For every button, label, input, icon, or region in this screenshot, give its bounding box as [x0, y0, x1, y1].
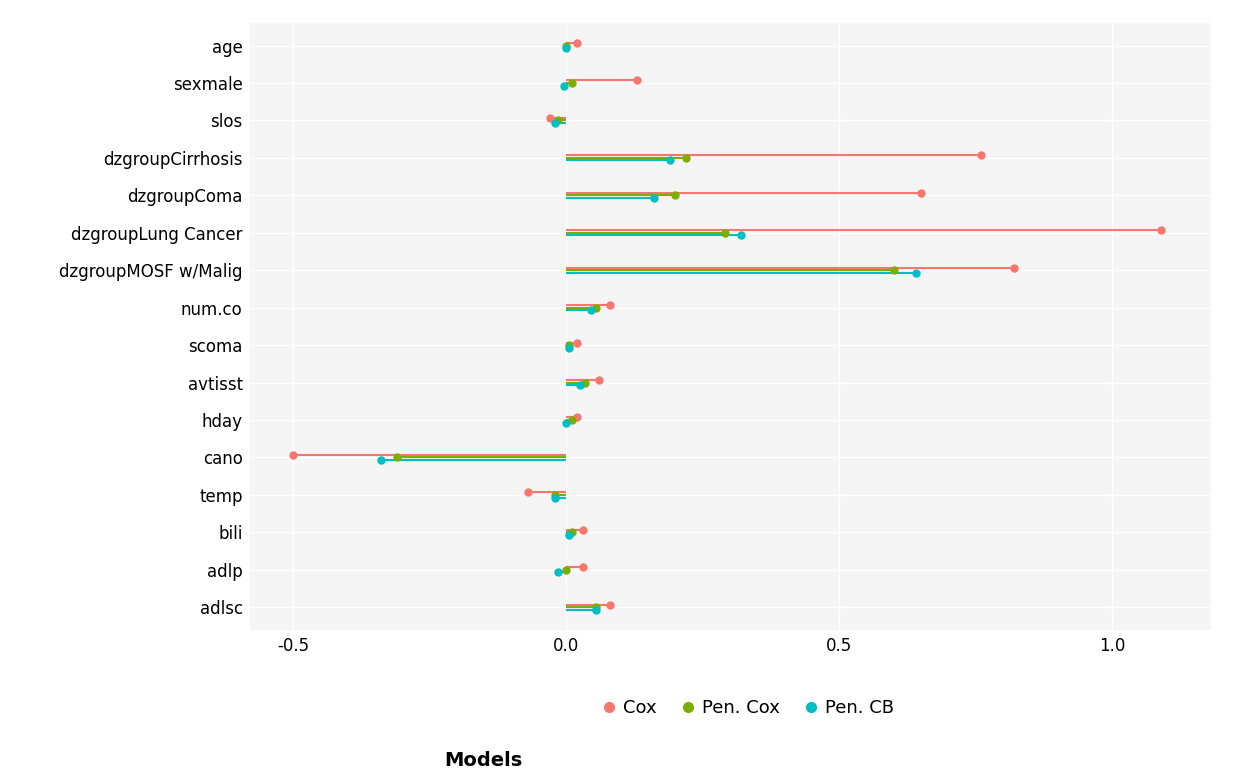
- Text: Models: Models: [444, 751, 523, 768]
- Legend: Cox, Pen. Cox, Pen. CB: Cox, Pen. Cox, Pen. CB: [605, 700, 894, 717]
